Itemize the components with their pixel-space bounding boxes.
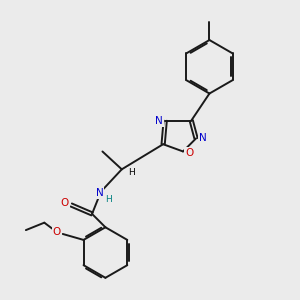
Text: H: H xyxy=(128,168,135,177)
Text: N: N xyxy=(199,134,206,143)
Text: O: O xyxy=(185,148,194,158)
Text: H: H xyxy=(105,195,112,204)
Text: N: N xyxy=(96,188,103,198)
Text: O: O xyxy=(61,199,69,208)
Text: O: O xyxy=(53,227,61,238)
Text: N: N xyxy=(155,116,163,126)
